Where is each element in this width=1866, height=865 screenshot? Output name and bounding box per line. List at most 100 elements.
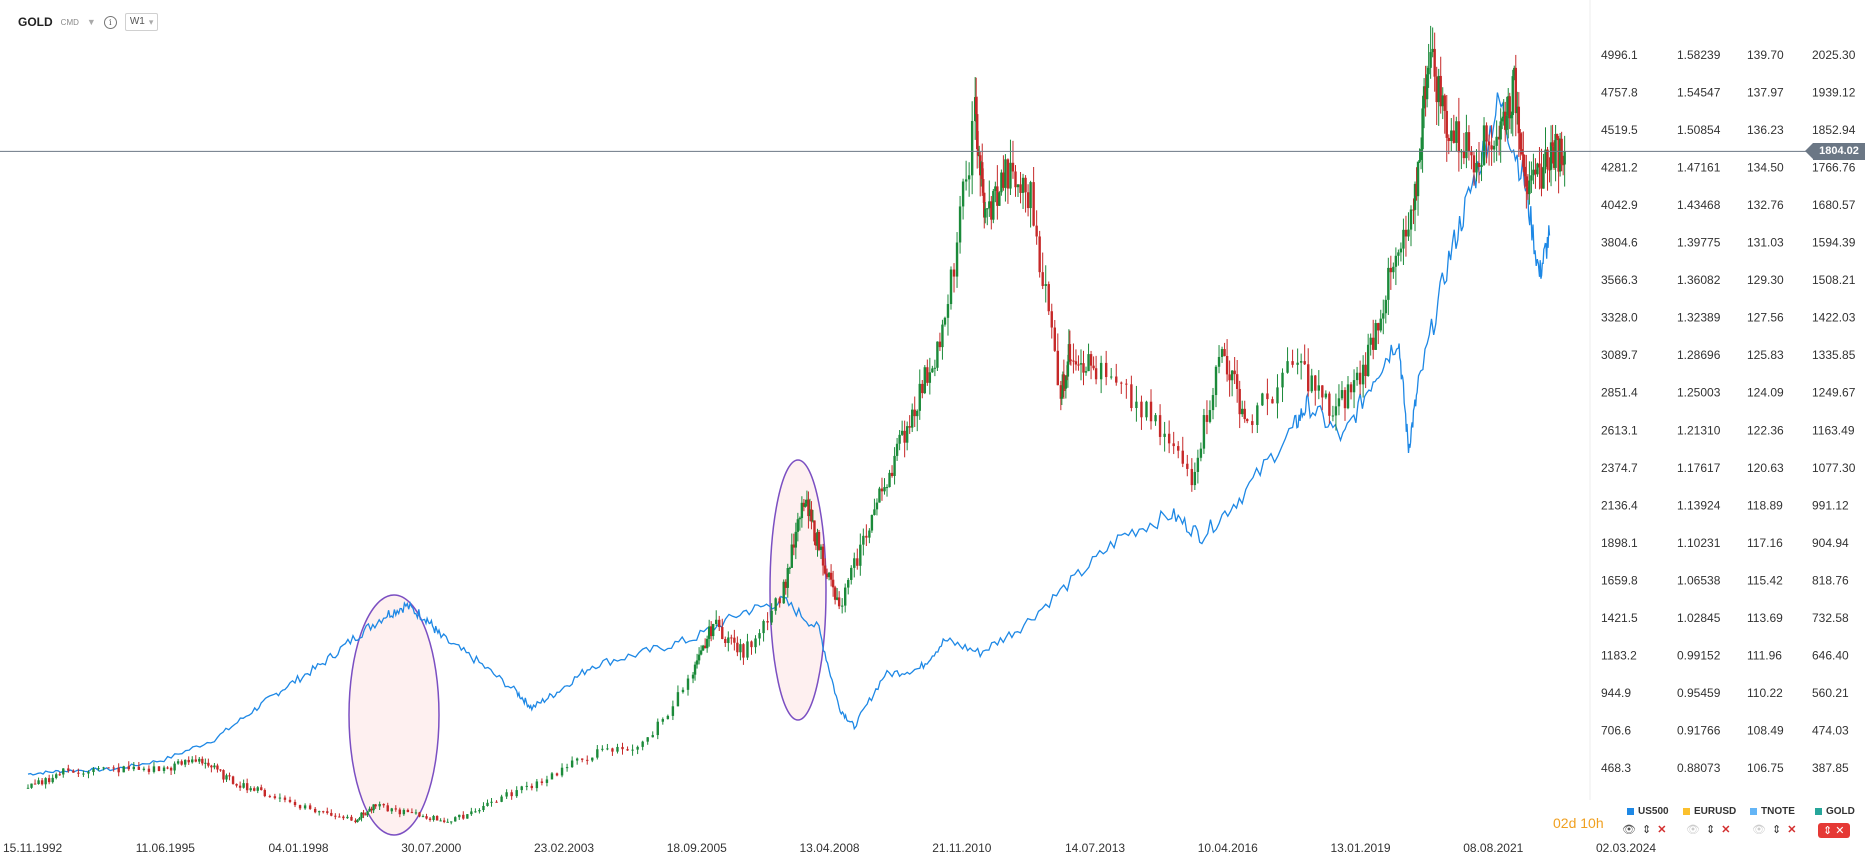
gold-candle <box>611 748 614 752</box>
gold-candle <box>1558 138 1562 172</box>
y-tick-label: 1.54547 <box>1677 86 1721 100</box>
gold-candle <box>228 775 231 777</box>
gold-candle <box>1193 471 1197 486</box>
gold-candle <box>1006 159 1010 189</box>
gold-candle <box>1186 463 1189 469</box>
gold-candle <box>67 768 70 771</box>
gold-candle <box>410 812 414 814</box>
gold-candle <box>204 762 207 764</box>
gold-candle <box>1110 376 1113 378</box>
gold-candle <box>520 786 523 791</box>
gold-candle <box>210 765 213 768</box>
gold-candle <box>811 520 815 522</box>
gold-candle <box>1140 401 1143 418</box>
gold-candle <box>428 818 432 820</box>
info-icon[interactable]: i <box>103 15 117 29</box>
gold-candle <box>1424 86 1427 100</box>
legend-label: TNOTE <box>1761 806 1795 817</box>
symbol-label[interactable]: GOLD <box>18 15 53 29</box>
gold-candle <box>1516 106 1519 114</box>
gold-candle <box>1513 67 1516 77</box>
gold-candle <box>1525 176 1528 187</box>
y-tick-label: 0.88073 <box>1677 761 1721 775</box>
eye-icon[interactable]: 👁 <box>1686 824 1700 836</box>
gold-candle <box>1555 133 1559 139</box>
x-tick-label: 23.02.2003 <box>534 841 594 855</box>
gold-candle <box>1211 395 1215 411</box>
gold-candle <box>596 749 599 758</box>
gold-candle <box>1233 370 1236 375</box>
gold-candle <box>1536 163 1539 175</box>
eye-icon[interactable]: 👁 <box>1752 824 1766 836</box>
gold-candle <box>1089 354 1093 366</box>
gold-candle <box>746 641 749 658</box>
gold-candle <box>1145 401 1148 418</box>
close-icon[interactable]: ✕ <box>1787 824 1797 836</box>
symbol-dropdown-icon[interactable]: ▼ <box>86 17 96 27</box>
close-icon[interactable]: ✕ <box>1657 824 1667 836</box>
gold-remove-button[interactable]: ⇕ ✕ <box>1818 823 1850 838</box>
gold-candle <box>601 748 604 750</box>
gold-candle <box>707 626 711 639</box>
close-icon[interactable]: ✕ <box>1721 824 1731 836</box>
eye-icon[interactable]: 👁 <box>1622 824 1636 836</box>
y-tick-label: 122.36 <box>1747 423 1784 437</box>
gold-candle <box>616 746 619 752</box>
gold-candle <box>850 567 853 580</box>
gold-candle <box>1415 183 1418 197</box>
gold-candle <box>1530 175 1533 181</box>
gold-candle <box>1526 186 1530 195</box>
gold-candle <box>955 242 959 277</box>
gold-candle <box>1223 349 1226 357</box>
gold-candle <box>1202 415 1206 449</box>
gold-candle <box>1032 182 1035 226</box>
gold-candle <box>1276 387 1279 404</box>
x-tick-label: 02.03.2024 <box>1596 841 1656 855</box>
y-tick-label: 113.69 <box>1747 611 1783 625</box>
y-tick-label: 1.25003 <box>1677 386 1721 400</box>
gold-candle <box>33 783 37 785</box>
gold-candle <box>97 768 100 770</box>
timeframe-select[interactable]: W1 ▾ <box>124 13 159 31</box>
gold-candle <box>1251 421 1254 425</box>
y-tick-label: 474.03 <box>1812 723 1849 737</box>
gold-candle <box>26 787 30 789</box>
gold-candle <box>1538 163 1541 168</box>
reorder-icon[interactable]: ⇕ <box>1771 824 1782 836</box>
gold-candle <box>354 820 357 823</box>
gold-candle <box>1077 364 1080 366</box>
gold-candle <box>1149 401 1153 422</box>
gold-candle <box>1181 450 1184 464</box>
gold-candle <box>545 779 549 783</box>
y-tick-label: 646.40 <box>1812 648 1849 662</box>
gold-candle <box>699 650 703 655</box>
reorder-icon[interactable]: ⇕ <box>1705 824 1716 836</box>
gold-candle <box>1241 408 1244 415</box>
gold-candle <box>794 531 798 548</box>
gold-candle <box>986 208 989 210</box>
gold-candle <box>1455 121 1458 143</box>
gold-candle <box>382 804 385 806</box>
gold-candle <box>631 749 634 751</box>
gold-candle <box>1532 169 1535 176</box>
y-tick-label: 1594.39 <box>1812 236 1856 250</box>
gold-candle <box>666 715 670 720</box>
gold-candle <box>651 735 654 738</box>
gold-candle <box>107 767 110 769</box>
us500-controls: 👁 ⇕ ✕ <box>1622 823 1666 836</box>
y-tick-label: 1.10231 <box>1677 536 1721 550</box>
y-tick-label: 1.50854 <box>1677 123 1721 137</box>
gold-candle <box>1337 398 1341 407</box>
gold-candle <box>370 808 373 811</box>
chart-toolbar: GOLD CMD ▼ i W1 ▾ <box>18 12 159 32</box>
reorder-icon[interactable]: ⇕ <box>1641 824 1652 836</box>
y-tick-label: 706.6 <box>1601 723 1631 737</box>
legend-tnote: TNOTE <box>1750 806 1795 817</box>
gold-candle <box>505 792 508 797</box>
y-tick-label: 1.13924 <box>1677 498 1721 512</box>
gold-candle <box>880 488 884 492</box>
y-tick-label: 4281.2 <box>1601 161 1638 175</box>
gold-candle <box>1389 267 1393 273</box>
gold-candle <box>1384 299 1387 314</box>
